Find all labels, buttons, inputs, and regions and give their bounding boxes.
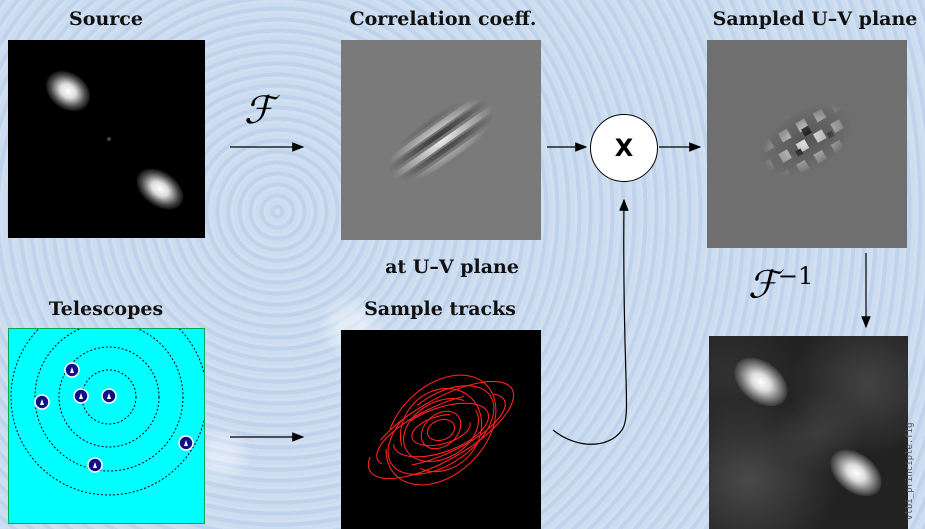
uv-track bbox=[399, 387, 483, 473]
uv-track bbox=[426, 418, 456, 442]
sample-tracks-image bbox=[341, 330, 541, 529]
fourier-symbol: ℱ bbox=[244, 88, 274, 132]
uv-track bbox=[392, 402, 490, 458]
side-filename: vlbi_principle.fig bbox=[905, 422, 915, 520]
correlation-title: Correlation coeff. bbox=[349, 8, 537, 30]
inverse-fourier-symbol: ℱ−1 bbox=[748, 262, 814, 307]
telescopes-image bbox=[8, 328, 205, 524]
correlation-subtitle: at U–V plane bbox=[385, 256, 519, 278]
reconstructed-image bbox=[709, 336, 908, 529]
correlation-image bbox=[341, 40, 541, 240]
uv-track bbox=[403, 398, 479, 462]
uv-track bbox=[387, 385, 495, 475]
uv-track bbox=[376, 392, 506, 468]
sampled-uv-title: Sampled U–V plane bbox=[712, 8, 918, 30]
uv-track bbox=[385, 374, 497, 486]
uv-track bbox=[367, 380, 515, 480]
arrow-tracks-to-multiply bbox=[552, 198, 629, 445]
uv-track bbox=[420, 410, 462, 450]
source-image bbox=[8, 40, 205, 238]
sampled-uv-image bbox=[707, 40, 907, 248]
uv-track bbox=[411, 413, 471, 447]
source-title: Source bbox=[69, 8, 143, 30]
telescopes-title: Telescopes bbox=[48, 298, 164, 320]
sample-tracks-title: Sample tracks bbox=[364, 298, 516, 320]
multiply-node: X bbox=[590, 114, 658, 182]
